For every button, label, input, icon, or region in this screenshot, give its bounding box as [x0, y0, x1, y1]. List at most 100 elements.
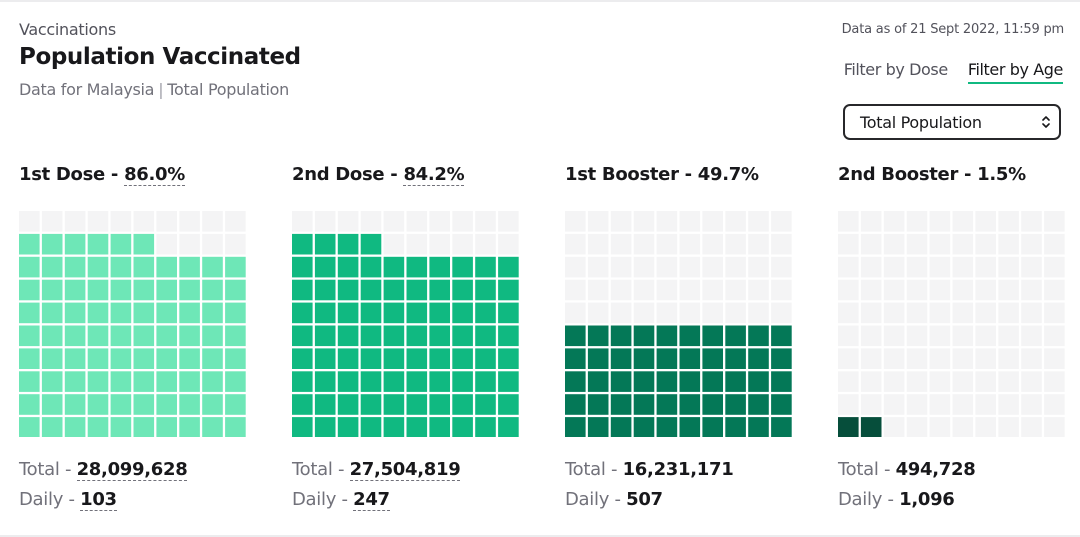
waffle-cell-empty — [702, 211, 723, 232]
waffle-cell-empty — [883, 233, 905, 255]
waffle-cell-empty — [748, 233, 769, 255]
waffle-cell-empty — [110, 211, 132, 232]
waffle-cell-empty — [998, 417, 1019, 437]
panel-title: 2nd Dose - 84.2% — [292, 164, 465, 186]
waffle-cell-empty — [1021, 279, 1042, 301]
waffle-cell-empty — [587, 211, 609, 232]
waffle-cell-empty — [998, 279, 1019, 301]
waffle-cell-empty — [883, 211, 905, 232]
waffle-cell-empty — [725, 211, 746, 232]
waffle-cell-filled — [314, 233, 336, 255]
waffle-cell-filled — [475, 348, 496, 369]
waffle-cell-filled — [133, 417, 155, 437]
waffle-cell-empty — [906, 279, 928, 301]
waffle-cell-filled — [838, 417, 859, 437]
page-title: Population Vaccinated — [19, 44, 301, 70]
waffle-cell-filled — [337, 302, 359, 324]
waffle-cell-filled — [587, 348, 609, 369]
waffle-cell-filled — [633, 417, 655, 437]
waffle-cell-empty — [929, 211, 951, 232]
waffle-cell-empty — [656, 302, 678, 324]
tab-filter-by-dose[interactable]: Filter by Dose — [843, 60, 949, 79]
total-value[interactable]: 27,504,819 — [349, 459, 461, 481]
waffle-cell-empty — [702, 233, 723, 255]
series-name: 2nd Dose — [292, 164, 385, 185]
waffle-cell-empty — [587, 233, 609, 255]
waffle-cell-filled — [498, 371, 519, 392]
waffle-cell-filled — [87, 256, 109, 278]
waffle-cell-filled — [360, 256, 382, 278]
daily-value[interactable]: 247 — [353, 489, 390, 511]
waffle-cell-filled — [292, 394, 313, 415]
waffle-cell-empty — [929, 348, 951, 369]
waffle-cell-filled — [64, 256, 86, 278]
waffle-cell-filled — [156, 348, 177, 369]
daily-value: 507 — [626, 489, 663, 510]
waffle-cell-filled — [360, 233, 382, 255]
waffle-cell-empty — [975, 233, 996, 255]
panel-title: 2nd Booster - 1.5% — [838, 164, 1026, 185]
waffle-cell-empty — [314, 211, 336, 232]
waffle-cell-empty — [19, 211, 40, 232]
total-stat: Total - 27,504,819 — [292, 459, 461, 481]
waffle-cell-empty — [1044, 211, 1065, 232]
waffle-cell-empty — [587, 302, 609, 324]
waffle-cell-filled — [452, 279, 473, 301]
waffle-cell-filled — [314, 302, 336, 324]
waffle-cell-filled — [202, 325, 223, 347]
percent-value[interactable]: 84.2% — [403, 164, 465, 186]
waffle-cell-empty — [702, 256, 723, 278]
waffle-cell-empty — [656, 256, 678, 278]
waffle-cell-filled — [179, 279, 200, 301]
subtitle-separator: | — [158, 80, 164, 99]
waffle-cell-empty — [975, 302, 996, 324]
waffle-cell-empty — [771, 302, 792, 324]
percent-value[interactable]: 86.0% — [124, 164, 186, 186]
waffle-cell-empty — [860, 233, 882, 255]
waffle-cell-empty — [475, 211, 496, 232]
waffle-cell-filled — [383, 302, 405, 324]
waffle-cell-filled — [475, 302, 496, 324]
waffle-cell-empty — [952, 302, 974, 324]
daily-value[interactable]: 103 — [80, 489, 117, 511]
waffle-cell-filled — [314, 279, 336, 301]
waffle-cell-filled — [41, 279, 63, 301]
waffle-cell-filled — [202, 417, 223, 437]
waffle-cell-empty — [748, 302, 769, 324]
waffle-cell-filled — [679, 371, 701, 392]
waffle-cell-empty — [633, 233, 655, 255]
waffle-cell-filled — [19, 279, 40, 301]
waffle-cell-empty — [998, 325, 1019, 347]
waffle-cell-filled — [771, 325, 792, 347]
waffle-cell-empty — [452, 211, 473, 232]
waffle-cell-empty — [929, 371, 951, 392]
waffle-cell-empty — [1044, 348, 1065, 369]
waffle-cell-empty — [1044, 394, 1065, 415]
waffle-cell-filled — [771, 371, 792, 392]
tab-filter-by-age[interactable]: Filter by Age — [967, 60, 1063, 84]
waffle-cell-empty — [860, 371, 882, 392]
waffle-cell-filled — [133, 302, 155, 324]
waffle-cell-filled — [179, 348, 200, 369]
total-stat: Total - 16,231,171 — [565, 459, 734, 480]
waffle-cell-filled — [225, 394, 246, 415]
total-value[interactable]: 28,099,628 — [76, 459, 188, 481]
waffle-cell-filled — [41, 256, 63, 278]
waffle-cell-filled — [64, 371, 86, 392]
waffle-cell-filled — [565, 325, 586, 347]
page-subtitle: Data for Malaysia | Total Population — [19, 80, 289, 99]
waffle-cell-empty — [906, 233, 928, 255]
waffle-cell-filled — [748, 371, 769, 392]
waffle-cell-filled — [179, 417, 200, 437]
daily-label: Daily - — [838, 489, 900, 510]
waffle-cell-filled — [110, 348, 132, 369]
population-select[interactable]: Total Population — [843, 104, 1061, 140]
waffle-cell-empty — [952, 325, 974, 347]
waffle-cell-filled — [633, 371, 655, 392]
waffle-cell-filled — [179, 394, 200, 415]
waffle-cell-empty — [406, 211, 428, 232]
waffle-cell-filled — [498, 256, 519, 278]
total-value: 494,728 — [895, 459, 976, 480]
waffle-chart — [19, 211, 246, 437]
waffle-cell-empty — [771, 211, 792, 232]
